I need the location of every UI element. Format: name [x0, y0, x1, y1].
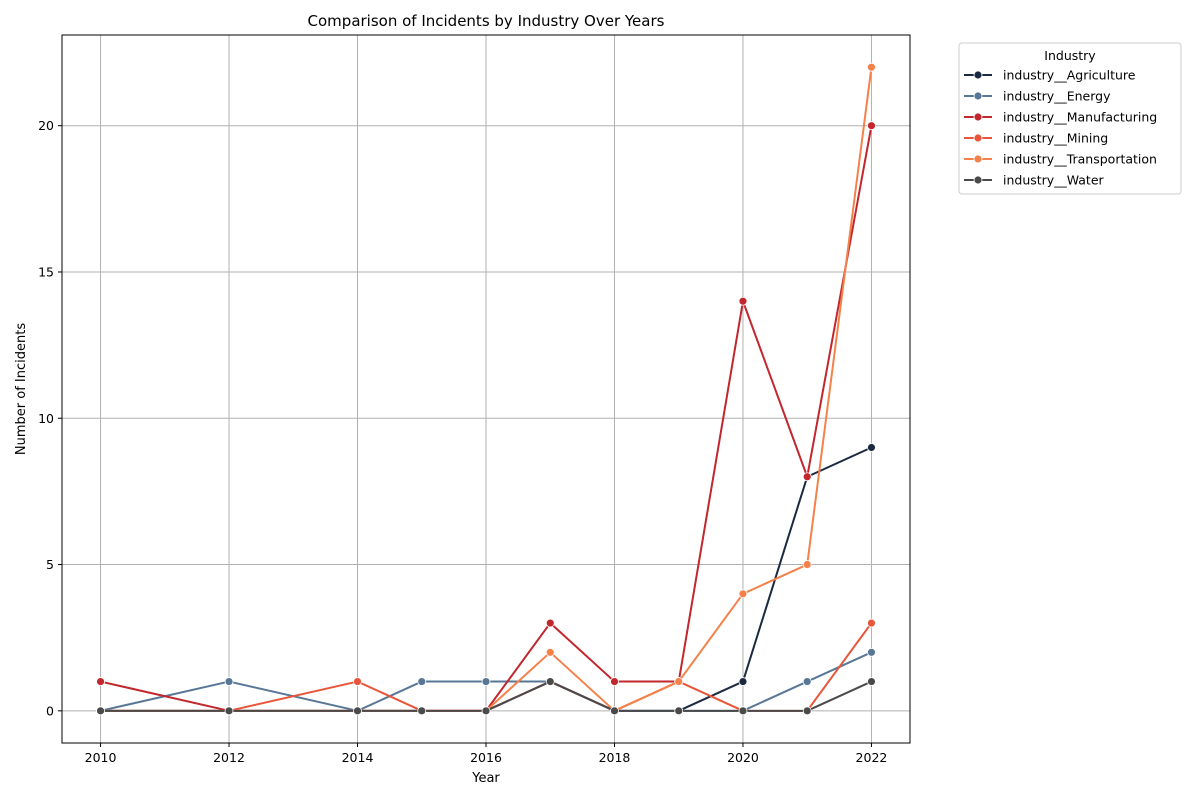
y-tick-label: 15	[38, 264, 54, 279]
y-tick-label: 5	[46, 557, 54, 572]
x-tick-label: 2010	[85, 750, 117, 765]
data-point	[674, 677, 684, 686]
x-axis-label: Year	[471, 771, 500, 786]
y-tick-label: 20	[38, 118, 54, 133]
legend-marker	[973, 70, 983, 80]
legend: Industry industry__Agriculture industry__…	[958, 42, 1182, 195]
legend-marker	[973, 154, 983, 164]
data-point	[738, 677, 748, 686]
grid	[62, 35, 910, 743]
chart-title: Comparison of Incidents by Industry Over…	[308, 12, 665, 30]
y-tick-label: 10	[38, 411, 54, 426]
data-point	[481, 706, 491, 716]
y-axis-label: Number of Incidents	[14, 323, 29, 455]
legend-label: industry__Water	[1003, 173, 1105, 188]
x-axis: 2010 2012 2014 2016 2018 2020 2022	[85, 743, 888, 765]
data-point	[353, 677, 362, 686]
legend-label: industry__Agriculture	[1003, 68, 1136, 83]
x-tick-label: 2020	[727, 750, 759, 765]
x-tick-label: 2018	[599, 750, 631, 765]
legend-title: Industry	[1044, 48, 1096, 63]
data-point	[867, 677, 876, 686]
legend-item: industry__Manufacturing	[964, 110, 1157, 125]
data-point	[96, 677, 105, 686]
legend-item: industry__Water	[964, 173, 1105, 188]
x-tick-label: 2016	[470, 750, 502, 765]
data-point	[417, 677, 427, 686]
legend-label: industry__Energy	[1003, 89, 1111, 104]
y-tick-label: 0	[46, 703, 54, 718]
series-industry__Water	[96, 677, 876, 716]
data-point	[96, 706, 105, 716]
data-point	[802, 706, 812, 716]
x-tick-label: 2012	[213, 750, 245, 765]
data-point	[867, 121, 876, 131]
legend-label: industry__Mining	[1003, 131, 1108, 146]
series-group	[96, 62, 876, 716]
data-point	[224, 677, 234, 686]
x-tick-label: 2022	[856, 750, 888, 765]
data-point	[867, 647, 876, 657]
legend-item: industry__Transportation	[964, 152, 1157, 167]
data-point	[610, 677, 619, 686]
legend-label: industry__Manufacturing	[1003, 110, 1157, 125]
data-point	[674, 706, 684, 716]
data-point	[481, 677, 491, 686]
data-point	[867, 62, 876, 72]
x-tick-label: 2014	[342, 750, 374, 765]
legend-label: industry__Transportation	[1003, 152, 1157, 167]
data-point	[738, 706, 748, 716]
data-point	[545, 677, 555, 686]
legend-marker	[973, 175, 983, 185]
data-point	[867, 443, 876, 452]
data-point	[867, 618, 876, 628]
data-point	[545, 618, 555, 628]
data-point	[610, 706, 619, 716]
legend-item: industry__Mining	[964, 131, 1108, 146]
data-point	[738, 296, 748, 306]
data-point	[417, 706, 427, 716]
data-point	[738, 589, 748, 599]
legend-frame	[958, 42, 1182, 195]
legend-marker	[973, 112, 983, 122]
data-point	[802, 560, 812, 569]
data-point	[545, 647, 555, 657]
legend-marker	[973, 133, 983, 143]
data-point	[802, 472, 812, 482]
legend-item: industry__Agriculture	[964, 68, 1136, 83]
data-point	[224, 706, 234, 716]
legend-marker	[973, 91, 983, 101]
data-point	[802, 677, 812, 686]
data-point	[353, 706, 362, 716]
legend-item: industry__Energy	[964, 89, 1111, 104]
y-axis: 0 5 10 15 20	[38, 118, 62, 718]
